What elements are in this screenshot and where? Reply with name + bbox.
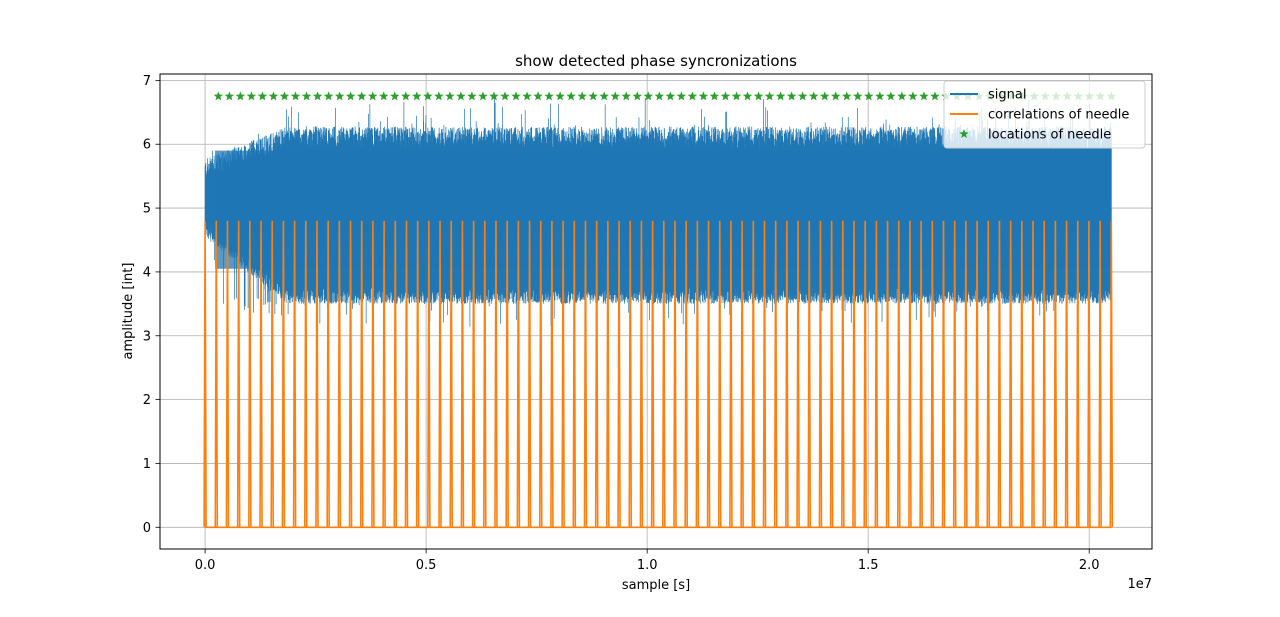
legend: signal correlations of needle locations … <box>943 80 1146 149</box>
needle-location-marker <box>367 91 378 101</box>
needle-location-marker <box>445 91 455 101</box>
needle-location-marker <box>235 91 246 101</box>
needle-location-marker <box>224 91 235 101</box>
legend-swatch-locations <box>959 129 969 139</box>
chart-title: show detected phase syncronizations <box>515 52 797 70</box>
y-tick-label: 4 <box>143 265 151 280</box>
needle-location-marker <box>742 91 753 101</box>
needle-location-marker <box>808 91 819 101</box>
needle-location-marker <box>345 91 356 101</box>
needle-location-marker <box>412 91 422 101</box>
x-offset-label: 1e7 <box>1127 577 1152 592</box>
needle-location-marker <box>301 91 312 101</box>
axes-frame <box>159 73 1153 550</box>
legend-box <box>943 80 1146 149</box>
needle-location-marker <box>555 91 565 101</box>
needle-location-marker <box>279 91 290 101</box>
needle-location-marker <box>500 91 510 101</box>
y-axis-ticks: 0 1 2 3 4 5 6 7 <box>143 74 160 536</box>
needle-location-marker <box>467 91 477 101</box>
needle-location-marker <box>456 91 466 101</box>
needle-location-marker <box>853 91 863 101</box>
needle-location-marker <box>709 91 720 101</box>
needle-location-marker <box>544 91 554 101</box>
correlation-spikes <box>203 220 1114 529</box>
x-axis-label: sample [s] <box>622 578 690 593</box>
needle-location-marker <box>819 91 830 101</box>
needle-location-marker <box>533 91 543 101</box>
needle-location-marker <box>830 91 841 101</box>
needle-location-marker <box>522 91 532 101</box>
needle-location-marker <box>423 91 433 101</box>
needle-location-marker <box>930 91 940 101</box>
needle-location-marker <box>731 91 742 101</box>
needle-location-marker <box>356 91 367 101</box>
x-tick-label: 0.0 <box>195 558 216 573</box>
needle-location-marker <box>577 91 587 101</box>
needle-location-marker <box>268 91 279 101</box>
series-correlations <box>203 220 1114 529</box>
needle-location-marker <box>599 91 609 101</box>
y-axis-label: amplitude [int] <box>121 263 136 360</box>
needle-location-marker <box>665 91 676 101</box>
needle-location-marker <box>864 91 874 101</box>
needle-location-marker <box>257 91 268 101</box>
needle-location-marker <box>908 91 918 101</box>
needle-location-marker <box>610 91 620 101</box>
needle-location-marker <box>632 91 643 101</box>
needle-location-marker <box>753 91 764 101</box>
needle-location-marker <box>621 91 632 101</box>
needle-location-marker <box>897 91 907 101</box>
needle-location-marker <box>389 91 400 101</box>
x-tick-label: 1.0 <box>637 558 658 573</box>
needle-location-marker <box>841 91 852 101</box>
x-axis-ticks: 0.0 0.5 1.0 1.5 2.0 <box>195 549 1100 573</box>
needle-location-marker <box>401 91 411 101</box>
needle-location-marker <box>797 91 808 101</box>
legend-label-locations: locations of needle <box>988 128 1111 143</box>
needle-location-marker <box>919 91 929 101</box>
needle-location-marker <box>720 91 731 101</box>
y-tick-label: 6 <box>143 138 151 153</box>
y-tick-label: 7 <box>143 74 151 89</box>
needle-location-marker <box>886 91 896 101</box>
needle-location-marker <box>312 91 323 101</box>
needle-location-marker <box>213 91 224 101</box>
needle-location-marker <box>676 91 687 101</box>
y-tick-label: 5 <box>143 202 151 217</box>
needle-location-marker <box>654 91 665 101</box>
needle-location-marker <box>643 91 654 101</box>
needle-location-marker <box>378 91 389 101</box>
needle-location-marker <box>786 91 797 101</box>
y-tick-label: 0 <box>143 521 151 536</box>
legend-star <box>959 129 969 139</box>
needle-location-marker <box>478 91 488 101</box>
needle-location-marker <box>434 91 444 101</box>
needle-location-marker <box>511 91 521 101</box>
y-tick-label: 3 <box>143 329 151 344</box>
needle-location-marker <box>775 91 786 101</box>
x-tick-label: 0.5 <box>416 558 437 573</box>
y-tick-label: 2 <box>143 393 151 408</box>
needle-location-marker <box>698 91 709 101</box>
needle-location-marker <box>290 91 301 101</box>
needle-location-marker <box>566 91 576 101</box>
plot-area <box>159 73 1153 550</box>
needle-location-marker <box>334 91 345 101</box>
x-tick-label: 1.5 <box>858 558 879 573</box>
legend-label-signal: signal <box>988 88 1026 103</box>
needle-location-marker <box>764 91 775 101</box>
needle-location-marker <box>323 91 334 101</box>
y-tick-label: 1 <box>143 457 151 472</box>
needle-location-marker <box>588 91 598 101</box>
needle-location-marker <box>875 91 885 101</box>
x-tick-label: 2.0 <box>1079 558 1100 573</box>
needle-location-marker <box>489 91 499 101</box>
legend-label-correlations: correlations of needle <box>988 108 1129 123</box>
needle-location-marker <box>246 91 257 101</box>
needle-location-marker <box>687 91 698 101</box>
